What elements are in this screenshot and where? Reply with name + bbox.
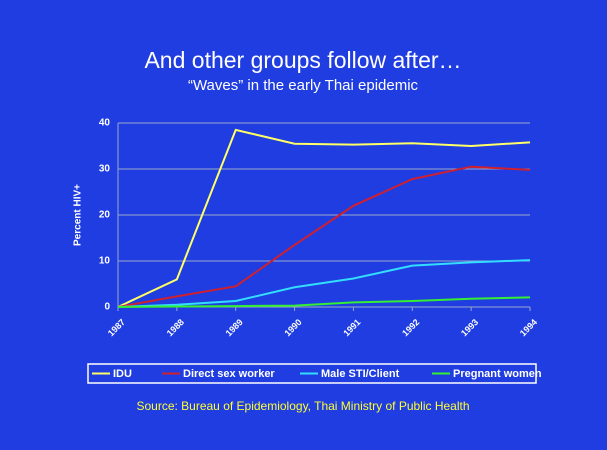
y-axis-label: Percent HIV+ (73, 184, 84, 246)
legend-label: Direct sex worker (183, 368, 275, 380)
y-tick-label: 10 (99, 256, 111, 267)
legend-label: Male STI/Client (321, 368, 400, 380)
series-line (117, 165, 531, 308)
x-tick-label: 1990 (282, 317, 303, 338)
legend-box (87, 363, 537, 384)
slide-subtitle: “Waves” in the early Thai epidemic (188, 77, 419, 94)
legend-label: IDU (113, 368, 132, 380)
x-tick-label: 1994 (518, 317, 539, 338)
source-note: Source: Bureau of Epidemiology, Thai Min… (136, 399, 469, 413)
x-tick-label: 1993 (459, 317, 480, 338)
slide-title: And other groups follow after… (144, 47, 461, 73)
y-tick-label: 20 (99, 210, 111, 221)
x-tick-label: 1988 (165, 317, 186, 338)
y-tick-label: 40 (99, 118, 111, 129)
x-tick-label: 1987 (106, 317, 127, 338)
series-line (117, 296, 531, 308)
x-tick-label: 1992 (400, 317, 421, 338)
y-tick-label: 0 (104, 302, 110, 313)
x-tick-label: 1989 (224, 317, 245, 338)
series-line (117, 259, 531, 308)
x-tick-label: 1991 (341, 317, 362, 338)
y-tick-label: 30 (99, 164, 111, 175)
legend-label: Pregnant women (453, 368, 542, 380)
series-line (117, 128, 531, 308)
